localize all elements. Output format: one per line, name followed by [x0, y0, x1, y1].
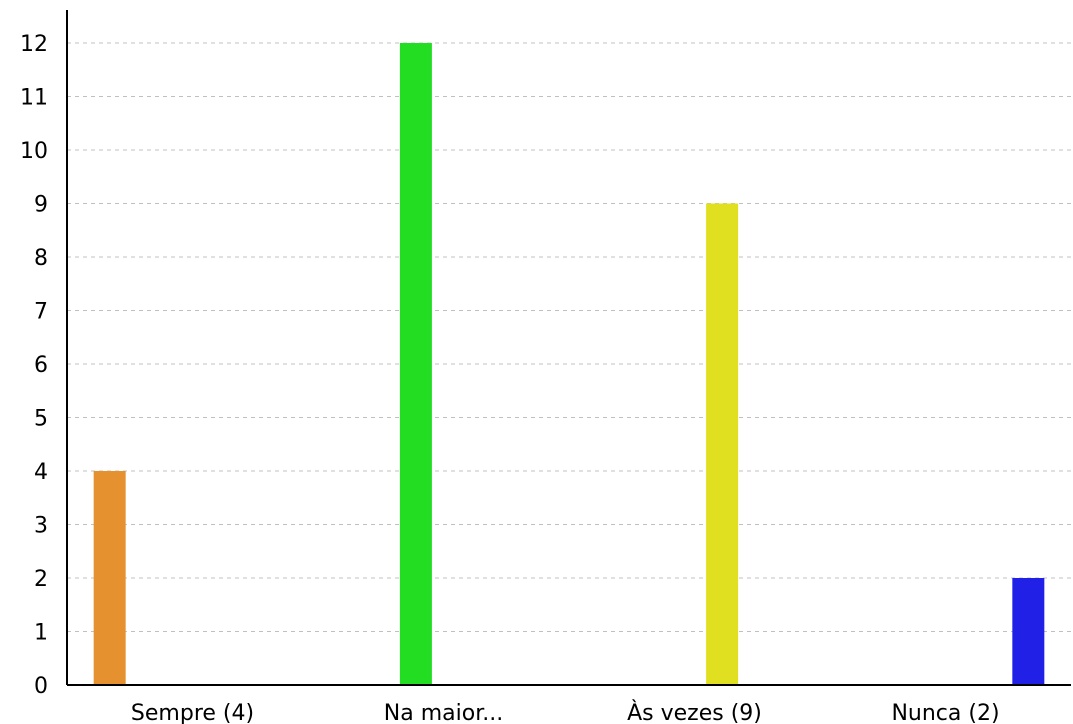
- bar-4: [1012, 578, 1045, 685]
- grid-lines: [67, 42, 1071, 632]
- x-tick-label-4: Nunca (2): [891, 701, 999, 724]
- y-tick-label-2: 2: [34, 567, 48, 592]
- y-tick-label-9: 9: [34, 193, 48, 218]
- y-tick-label-5: 5: [34, 407, 48, 432]
- y-tick-label-4: 4: [34, 460, 48, 485]
- x-tick-label-1: Sempre (4): [131, 701, 254, 724]
- y-tick-label-8: 8: [34, 246, 48, 271]
- y-tick-label-1: 1: [34, 621, 48, 646]
- y-tick-label-7: 7: [34, 300, 48, 325]
- x-tick-label-2: Na maior...: [384, 701, 503, 724]
- y-tick-label-0: 0: [34, 674, 48, 699]
- bar-2: [399, 43, 432, 685]
- bar-3: [706, 203, 739, 685]
- bar-1: [93, 471, 126, 685]
- bars: [93, 43, 1045, 685]
- y-tick-label-6: 6: [34, 353, 48, 378]
- y-tick-label-11: 11: [20, 86, 48, 111]
- x-axis-labels: Sempre (4) Na maior... Às vezes (9) Nunca (…: [131, 700, 1000, 724]
- y-tick-label-3: 3: [34, 514, 48, 539]
- y-tick-label-10: 10: [20, 139, 48, 164]
- axes: [66, 10, 1071, 686]
- x-tick-label-3: Às vezes (9): [627, 700, 762, 724]
- y-tick-label-12: 12: [20, 32, 48, 57]
